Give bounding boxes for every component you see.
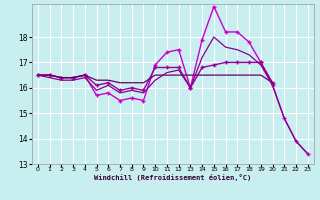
X-axis label: Windchill (Refroidissement éolien,°C): Windchill (Refroidissement éolien,°C) <box>94 174 252 181</box>
